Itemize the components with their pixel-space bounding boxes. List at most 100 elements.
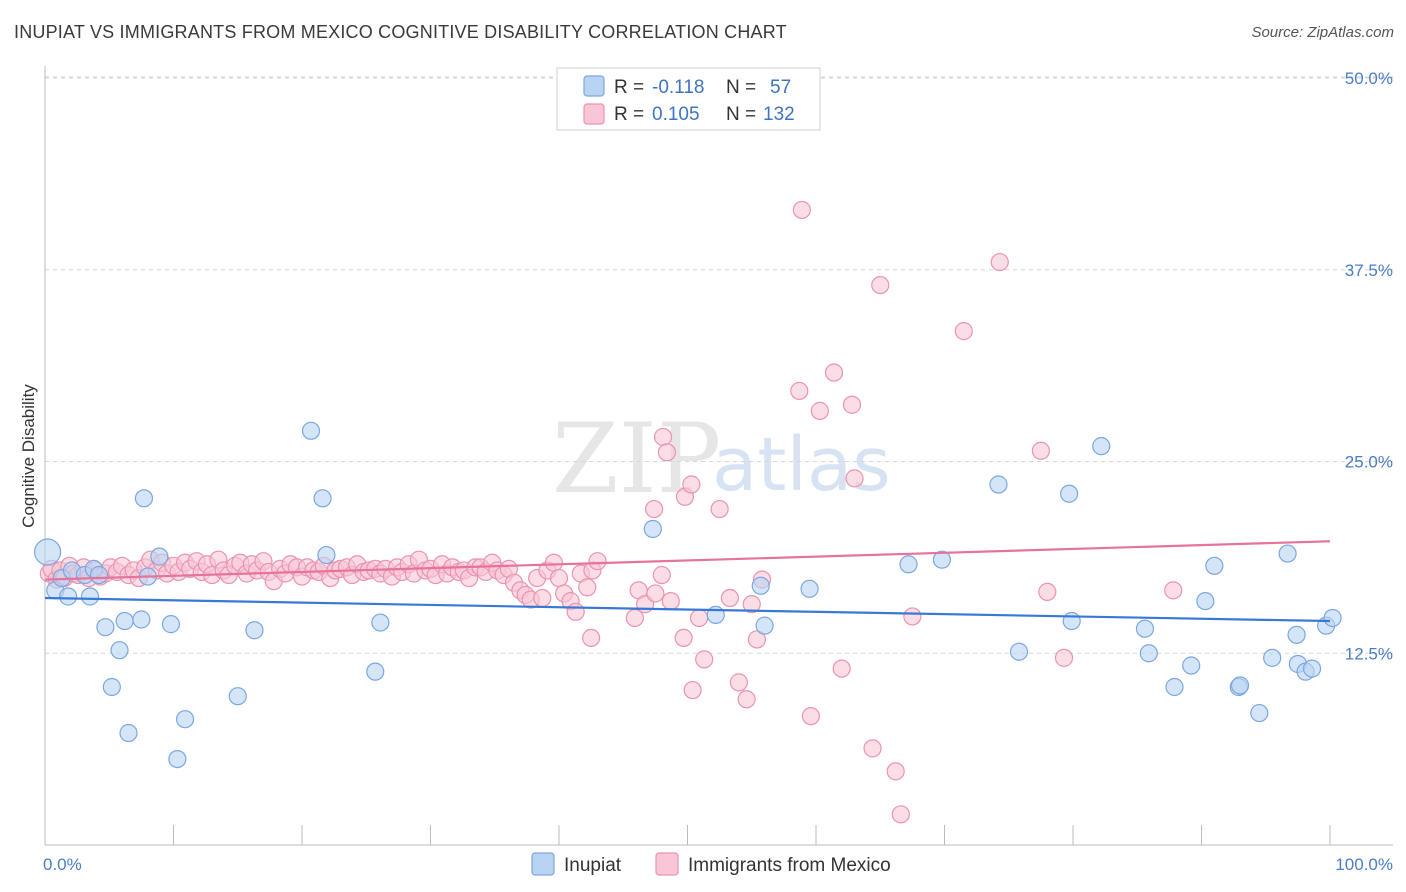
chart-title: INUPIAT VS IMMIGRANTS FROM MEXICO COGNIT… [14,22,787,42]
point-inupiat-51 [1278,544,1297,563]
point-inupiat-21 [228,687,247,706]
watermark-atlas: atlas [712,422,891,508]
point-mexico-129 [842,395,862,414]
legend-n-label-mexico: N = [726,104,756,125]
point-mexico-138 [990,252,1009,272]
series-legend-label-mexico: Immigrants from Mexico [688,855,891,876]
point-inupiat-37 [1060,484,1079,503]
point-mexico-96 [566,602,585,621]
point-inupiat-14 [132,610,151,629]
point-mexico-125 [792,200,811,220]
point-mexico-120 [742,595,761,614]
point-inupiat-19 [168,749,187,769]
point-mexico-122 [747,630,766,649]
series-legend-swatch-inupiat [531,852,555,876]
point-inupiat-56 [1323,608,1342,628]
point-mexico-115 [689,608,709,628]
series-legend: Inupiat Immigrants from Mexico [531,852,891,876]
point-mexico-93 [549,568,569,588]
point-inupiat-11 [115,611,134,631]
trend-line-inupiat [44,596,1331,623]
point-inupiat-33 [899,555,918,574]
watermark-zip: ZIP [552,403,721,515]
point-inupiat-25 [317,545,336,565]
point-inupiat-49 [1263,648,1282,667]
point-mexico-139 [1031,441,1050,460]
y-axis-title: Cognitive Disability [19,384,38,528]
point-mexico-108 [653,427,673,447]
point-inupiat-0 [33,538,62,566]
point-mexico-141 [1054,648,1074,667]
point-inupiat-50 [1287,625,1306,644]
point-inupiat-26 [366,662,385,681]
point-mexico-92 [544,553,563,572]
point-mexico-118 [720,588,740,608]
point-mexico-90 [533,588,552,608]
point-mexico-127 [824,363,844,382]
point-mexico-130 [845,469,864,488]
point-inupiat-22 [245,621,264,640]
point-inupiat-24 [313,489,332,508]
point-inupiat-31 [755,616,774,635]
legend-r-value-mexico: 0.105 [652,104,700,125]
point-inupiat-45 [1205,556,1224,575]
point-inupiat-34 [932,550,952,569]
y-tick-label-0: 12.5% [1345,644,1393,663]
point-inupiat-41 [1139,644,1158,663]
point-mexico-101 [582,628,601,648]
point-mexico-105 [646,584,665,603]
trend-line-mexico [44,540,1331,581]
legend-n-value-mexico: 132 [763,104,795,125]
point-inupiat-47 [1230,676,1250,695]
point-inupiat-48 [1250,703,1269,723]
point-inupiat-39 [1092,437,1111,456]
point-mexico-132 [871,275,890,295]
point-mexico-134 [886,762,905,781]
point-inupiat-35 [989,475,1008,494]
point-mexico-98 [578,578,597,597]
legend-swatch-mexico [583,103,605,125]
y-tick-label-3: 50.0% [1345,69,1393,88]
point-inupiat-12 [102,677,121,697]
point-inupiat-44 [1196,591,1215,611]
point-mexico-117 [710,499,729,519]
point-mexico-111 [682,475,701,494]
point-mexico-116 [695,650,714,669]
series-legend-swatch-mexico [655,852,679,876]
legend-r-value-inupiat: -0.118 [652,77,704,98]
point-mexico-135 [891,805,910,824]
series-legend-label-inupiat: Inupiat [564,855,622,876]
x-tick-label-min: 0.0% [43,855,82,874]
point-mexico-121 [737,690,756,709]
axes [44,66,1393,846]
series-inupiat-points [33,421,1342,769]
point-inupiat-42 [1165,677,1184,697]
legend-n-value-inupiat: 57 [770,77,791,98]
point-mexico-113 [674,628,693,648]
point-mexico-142 [1164,581,1183,600]
point-inupiat-30 [751,576,770,595]
point-mexico-137 [954,322,973,341]
point-inupiat-10 [110,641,129,660]
point-mexico-109 [657,443,677,462]
watermark: ZIP atlas [552,403,891,515]
legend-swatch-inupiat [583,75,605,97]
point-inupiat-6 [80,587,100,606]
point-inupiat-8 [89,565,109,585]
point-inupiat-28 [643,519,662,539]
legend-r-label-mexico: R = [614,104,644,125]
legend-r-label-inupiat: R = [614,77,644,98]
point-inupiat-36 [1009,642,1029,661]
point-mexico-106 [652,565,671,585]
point-mexico-114 [683,680,702,700]
point-mexico-126 [810,401,829,420]
point-inupiat-27 [371,613,390,632]
point-inupiat-3 [59,587,78,606]
point-mexico-119 [729,673,749,692]
point-mexico-133 [863,739,882,758]
point-inupiat-40 [1135,619,1155,638]
legend-n-label-inupiat: N = [726,77,756,98]
tick-labels: 12.5% 25.0% 37.5% 50.0% 0.0% 100.0% [43,69,1393,874]
point-mexico-131 [801,707,820,726]
